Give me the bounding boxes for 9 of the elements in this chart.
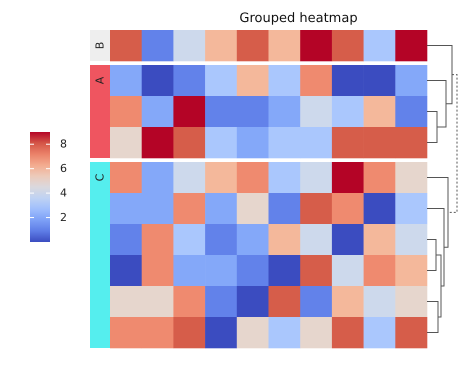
color-bar-label: 2	[60, 211, 67, 224]
chart-title: Grouped heatmap	[239, 11, 358, 26]
y-tick-label: A	[94, 76, 106, 84]
color-bar-label: 6	[60, 162, 67, 176]
color-bar-label: 8	[60, 138, 67, 151]
y-tick-label: C	[94, 173, 106, 182]
y-tick-label: B	[94, 42, 106, 50]
color-bar-label: 4	[60, 186, 67, 200]
colorbar: 2 4 6 8	[30, 138, 67, 224]
